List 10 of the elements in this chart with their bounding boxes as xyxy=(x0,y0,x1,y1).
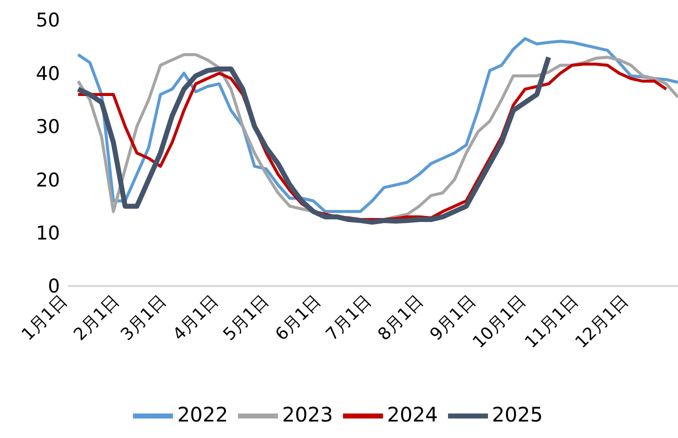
y-tick-label: 50 xyxy=(36,10,60,32)
y-tick-label: 30 xyxy=(36,116,60,138)
legend-label: 2023 xyxy=(282,402,333,426)
legend-label: 2024 xyxy=(387,402,438,426)
x-tick-label: 8月1日 xyxy=(374,291,428,345)
y-tick-label: 40 xyxy=(36,62,60,85)
y-tick-label: 20 xyxy=(36,169,60,192)
y-tick-label: 10 xyxy=(36,222,60,245)
legend-label: 2022 xyxy=(177,402,228,426)
legend-label: 2025 xyxy=(492,402,543,426)
